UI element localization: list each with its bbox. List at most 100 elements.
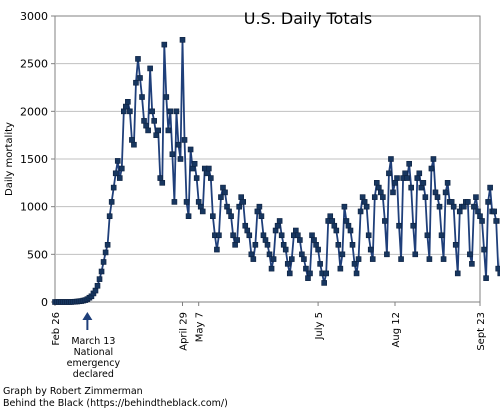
data-point: [427, 257, 432, 262]
data-point: [368, 247, 373, 252]
data-point: [360, 195, 365, 200]
data-point: [214, 247, 219, 252]
data-point: [281, 242, 286, 247]
annotation-text: March 13: [71, 336, 115, 347]
data-point: [109, 199, 114, 204]
data-point: [467, 252, 472, 257]
data-point: [113, 171, 118, 176]
data-point: [289, 257, 294, 262]
data-point: [354, 271, 359, 276]
chart-title: U.S. Daily Totals: [244, 9, 372, 28]
data-point: [484, 276, 489, 281]
data-point: [471, 204, 476, 209]
y-tick-label: 500: [27, 248, 48, 261]
data-point: [480, 218, 485, 223]
data-point: [411, 223, 416, 228]
data-point: [123, 104, 128, 109]
data-point: [482, 247, 487, 252]
data-point: [421, 180, 426, 185]
data-point: [328, 214, 333, 219]
data-point: [372, 195, 377, 200]
data-point: [374, 180, 379, 185]
data-point: [220, 185, 225, 190]
data-point: [99, 269, 104, 274]
x-tick-label: July 5: [314, 312, 325, 341]
data-point: [146, 128, 151, 133]
data-point: [249, 252, 254, 257]
data-point: [237, 204, 242, 209]
data-point: [364, 204, 369, 209]
data-point: [475, 209, 480, 214]
data-point: [267, 252, 272, 257]
data-point: [192, 161, 197, 166]
data-point: [138, 75, 143, 80]
data-point: [439, 233, 444, 238]
data-point: [312, 238, 317, 243]
data-point: [486, 199, 491, 204]
data-point: [344, 218, 349, 223]
data-point: [259, 214, 264, 219]
data-point: [152, 118, 157, 123]
data-point: [303, 266, 308, 271]
data-point: [308, 271, 313, 276]
data-point: [204, 171, 209, 176]
data-point: [206, 166, 211, 171]
data-point: [223, 190, 228, 195]
data-point: [305, 276, 310, 281]
data-point: [453, 242, 458, 247]
y-tick-label: 0: [41, 296, 48, 309]
data-point: [194, 176, 199, 181]
data-point: [164, 95, 169, 100]
data-point: [380, 195, 385, 200]
data-point: [293, 228, 298, 233]
data-point: [279, 233, 284, 238]
data-point: [492, 209, 497, 214]
data-point: [196, 199, 201, 204]
data-point: [314, 242, 319, 247]
data-point: [346, 223, 351, 228]
data-point: [174, 109, 179, 114]
data-point: [336, 242, 341, 247]
data-point: [393, 180, 398, 185]
data-point: [395, 176, 400, 181]
data-point: [386, 171, 391, 176]
data-point: [376, 185, 381, 190]
data-point: [227, 209, 232, 214]
data-point: [97, 277, 102, 282]
data-point: [233, 242, 238, 247]
data-point: [170, 152, 175, 157]
y-tick-label: 1500: [20, 153, 48, 166]
data-point: [322, 280, 327, 285]
data-point: [107, 214, 112, 219]
data-point: [297, 238, 302, 243]
data-point: [184, 199, 189, 204]
data-point: [431, 157, 436, 162]
data-point: [255, 209, 260, 214]
data-point: [283, 247, 288, 252]
data-point: [496, 266, 500, 271]
data-point: [160, 180, 165, 185]
data-point: [342, 204, 347, 209]
data-point: [271, 257, 276, 262]
data-point: [216, 233, 221, 238]
data-point: [239, 195, 244, 200]
x-tick-label: Sept 23: [476, 312, 487, 351]
data-point: [235, 238, 240, 243]
data-point: [95, 283, 100, 288]
data-point: [140, 95, 145, 100]
data-point: [105, 242, 110, 247]
y-tick-label: 1000: [20, 201, 48, 214]
data-point: [93, 288, 98, 293]
data-point: [301, 257, 306, 262]
data-point: [445, 180, 450, 185]
credit-author: Graph by Robert Zimmerman: [3, 386, 143, 397]
data-point: [251, 257, 256, 262]
credit-site: Behind the Black (https://behindtheblack…: [3, 398, 228, 409]
y-tick-label: 3000: [20, 10, 48, 23]
data-point: [231, 233, 236, 238]
data-point: [135, 56, 140, 61]
data-point: [378, 190, 383, 195]
data-point: [168, 109, 173, 114]
data-point: [362, 199, 367, 204]
